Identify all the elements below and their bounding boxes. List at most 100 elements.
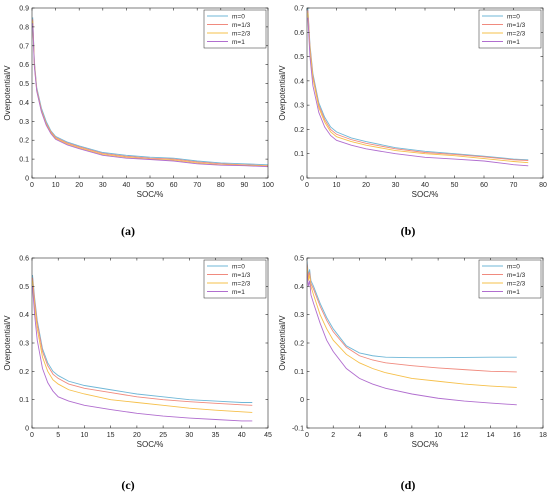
chart-b-legend-label-2: m=2/3 (507, 30, 526, 37)
chart-a-legend-label-2: m=2/3 (232, 30, 251, 37)
chart-a-y-tick-label: 0.7 (19, 43, 29, 50)
chart-b-x-tick-label: 10 (333, 182, 341, 189)
chart-d-y-tick-label: -0.1 (292, 426, 304, 433)
chart-b-y-tick-label: 0.3 (294, 103, 304, 110)
chart-c-x-tick-label: 5 (56, 432, 60, 439)
chart-d-y-tick-label: 0.1 (294, 369, 304, 376)
chart-c-legend-label-1: m=1/3 (232, 272, 251, 279)
chart-c-y-tick-label: 0.6 (19, 256, 29, 263)
chart-b-legend-label-1: m=1/3 (507, 22, 526, 29)
chart-a-x-tick-label: 90 (241, 182, 249, 189)
chart-d-x-tick-label: 8 (410, 432, 414, 439)
chart-b-x-tick-label: 60 (480, 182, 488, 189)
chart-d-x-tick-label: 0 (305, 432, 309, 439)
chart-b-x-axis-label: SOC/% (412, 190, 439, 199)
caption-c: (c) (121, 478, 135, 492)
chart-b-y-tick-label: 0.5 (294, 54, 304, 61)
chart-d-y-tick-label: 0.2 (294, 341, 304, 348)
chart-c-x-tick-label: 45 (264, 432, 272, 439)
chart-c-legend-label-2: m=2/3 (232, 280, 251, 287)
chart-a-y-tick-label: 0.8 (19, 24, 29, 31)
caption-d: (d) (400, 478, 416, 492)
chart-a-y-axis-label: Overpotential/V (3, 65, 12, 121)
chart-c-x-tick-label: 10 (81, 432, 89, 439)
chart-b-y-tick-label: 0.7 (294, 6, 304, 13)
chart-d-x-axis-label: SOC/% (412, 440, 439, 449)
chart-d: 0 2 4 6 8 10 12 14 16 18-0.100.10.20.30.40.5SOC/%… (278, 256, 547, 450)
chart-d-x-tick-label: 10 (434, 432, 442, 439)
chart-b-x-tick-label: 40 (421, 182, 429, 189)
chart-c-series-line-0 (32, 274, 253, 403)
chart-a-x-tick-label: 10 (52, 182, 60, 189)
chart-c-x-tick-label: 15 (107, 432, 115, 439)
chart-a-y-tick-label: 0.4 (19, 100, 29, 107)
chart-a-legend-label-1: m=1/3 (232, 22, 251, 29)
chart-c-y-tick-label: 0.1 (19, 397, 29, 404)
chart-a-legend-label-3: m=1 (232, 39, 245, 46)
chart-d-x-tick-label: 2 (331, 432, 335, 439)
chart-c-x-tick-label: 30 (185, 432, 193, 439)
chart-b-x-tick-label: 0 (305, 182, 309, 189)
chart-d-x-tick-label: 14 (487, 432, 495, 439)
chart-a-x-tick-label: 70 (193, 182, 201, 189)
chart-a-x-tick-label: 100 (262, 182, 274, 189)
chart-a-y-tick-label: 0.3 (19, 119, 29, 126)
chart-c-series-line-1 (32, 277, 253, 406)
chart-a-legend-label-0: m=0 (232, 13, 245, 20)
chart-b-y-tick-label: 0.1 (294, 151, 304, 158)
chart-c-x-tick-label: 40 (238, 432, 246, 439)
chart-c-x-tick-label: 0 (30, 432, 34, 439)
chart-a-y-tick-label: 0 (25, 176, 29, 183)
chart-d-y-tick-label: 0.3 (294, 312, 304, 319)
chart-b-x-tick-label: 70 (510, 182, 518, 189)
chart-d-legend-label-1: m=1/3 (507, 272, 526, 279)
chart-b-x-tick-label: 80 (539, 182, 547, 189)
chart-c-y-tick-label: 0.3 (19, 341, 29, 348)
chart-a-x-tick-label: 60 (170, 182, 178, 189)
chart-c-legend-label-0: m=0 (232, 263, 245, 270)
chart-b-y-axis-label: Overpotential/V (278, 65, 287, 121)
chart-d-x-tick-label: 6 (384, 432, 388, 439)
chart-c-y-tick-label: 0.4 (19, 312, 29, 319)
chart-c-y-tick-label: 0.5 (19, 284, 29, 291)
chart-a-x-tick-label: 40 (123, 182, 131, 189)
chart-a-y-tick-label: 0.5 (19, 81, 29, 88)
chart-a-x-tick-label: 20 (75, 182, 83, 189)
chart-d-series-line-2 (307, 266, 517, 388)
chart-d-x-tick-label: 4 (357, 432, 361, 439)
chart-b: 0 10 20 30 40 50 60 70 80 0 0.1 0.2 0.3 0.4 0.5 0.6 0.7 S… (278, 6, 547, 200)
chart-b-series-line-3 (307, 17, 529, 167)
chart-d-x-tick-label: 16 (513, 432, 521, 439)
caption-b: (b) (400, 224, 416, 238)
chart-a-x-tick-label: 30 (99, 182, 107, 189)
chart-b-series-line-0 (307, 8, 529, 161)
chart-b-x-tick-label: 30 (392, 182, 400, 189)
chart-c-y-tick-label: 0.2 (19, 369, 29, 376)
chart-a-x-tick-label: 80 (217, 182, 225, 189)
chart-b-series-line-1 (307, 10, 529, 161)
chart-b-y-tick-label: 0.4 (294, 78, 304, 85)
chart-c: 0 5 10 15 20 25 30 35 40 45 0 0.1 0.2 0.3 0.4 0.5 0.6 SOC… (3, 256, 272, 450)
chart-b-series-line-2 (307, 12, 529, 164)
chart-d-legend-label-2: m=2/3 (507, 280, 526, 287)
chart-b-x-tick-label: 50 (451, 182, 459, 189)
chart-a-x-tick-label: 0 (30, 182, 34, 189)
chart-c-legend-label-3: m=1 (232, 289, 245, 296)
chart-b-x-tick-label: 20 (362, 182, 370, 189)
chart-d-y-tick-label: 0.4 (294, 284, 304, 291)
chart-c-x-tick-label: 35 (212, 432, 220, 439)
chart-a: 0 10 20 30 40 50 60 70 80 90 100 0 0.1 0.2 0.3 0.4 0.5 0.… (3, 6, 274, 200)
chart-d-y-tick-label: 0 (300, 397, 304, 404)
chart-d-legend-label-3: m=1 (507, 289, 520, 296)
chart-c-series-line-2 (32, 280, 253, 413)
chart-b-y-tick-label: 0 (300, 176, 304, 183)
chart-c-y-tick-label: 0 (25, 426, 29, 433)
chart-b-legend-label-3: m=1 (507, 39, 520, 46)
chart-d-x-tick-label: 18 (539, 432, 547, 439)
chart-a-x-tick-label: 50 (146, 182, 154, 189)
chart-c-x-axis-label: SOC/% (137, 440, 164, 449)
chart-a-y-tick-label: 0.6 (19, 62, 29, 69)
chart-a-y-tick-label: 0.9 (19, 6, 29, 13)
chart-d-series-line-3 (307, 272, 517, 406)
chart-d-legend-label-0: m=0 (507, 263, 520, 270)
